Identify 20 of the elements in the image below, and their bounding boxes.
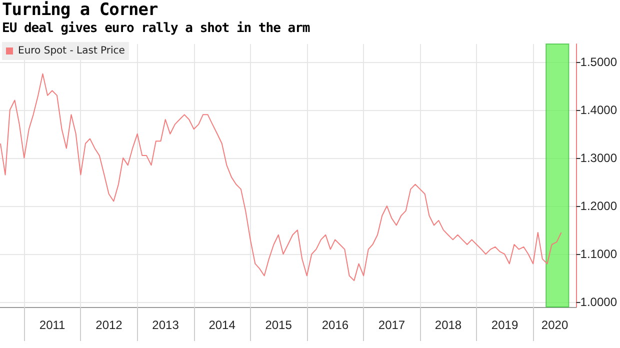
y-tick-label: 1.2000 — [580, 199, 618, 214]
x-tick-label: 2013 — [152, 318, 180, 332]
x-tick-label: 2016 — [322, 318, 349, 332]
y-tick-label: 1.5000 — [580, 54, 618, 69]
y-tick-label: 1.4000 — [580, 102, 618, 117]
x-tick-label: 2019 — [491, 318, 518, 332]
x-tick-label: 2020 — [541, 318, 568, 332]
chart-subtitle: EU deal gives euro rally a shot in the arm — [2, 21, 310, 36]
x-tick-label: 2015 — [265, 318, 292, 332]
x-tick-label: 2014 — [208, 318, 236, 332]
legend-label: Euro Spot - Last Price — [18, 46, 125, 56]
y-tick-label: 1.1000 — [580, 247, 618, 262]
x-tick-label: 2018 — [434, 318, 462, 332]
y-tick-label: 1.3000 — [580, 150, 618, 165]
x-tick-label: 2012 — [96, 318, 123, 332]
chart-title: Turning a Corner — [2, 0, 158, 20]
line-series — [0, 73, 562, 282]
x-tick-label: 2017 — [378, 318, 406, 332]
y-tick-label: 1.0000 — [580, 295, 618, 310]
x-tick-label: 2011 — [39, 318, 66, 332]
